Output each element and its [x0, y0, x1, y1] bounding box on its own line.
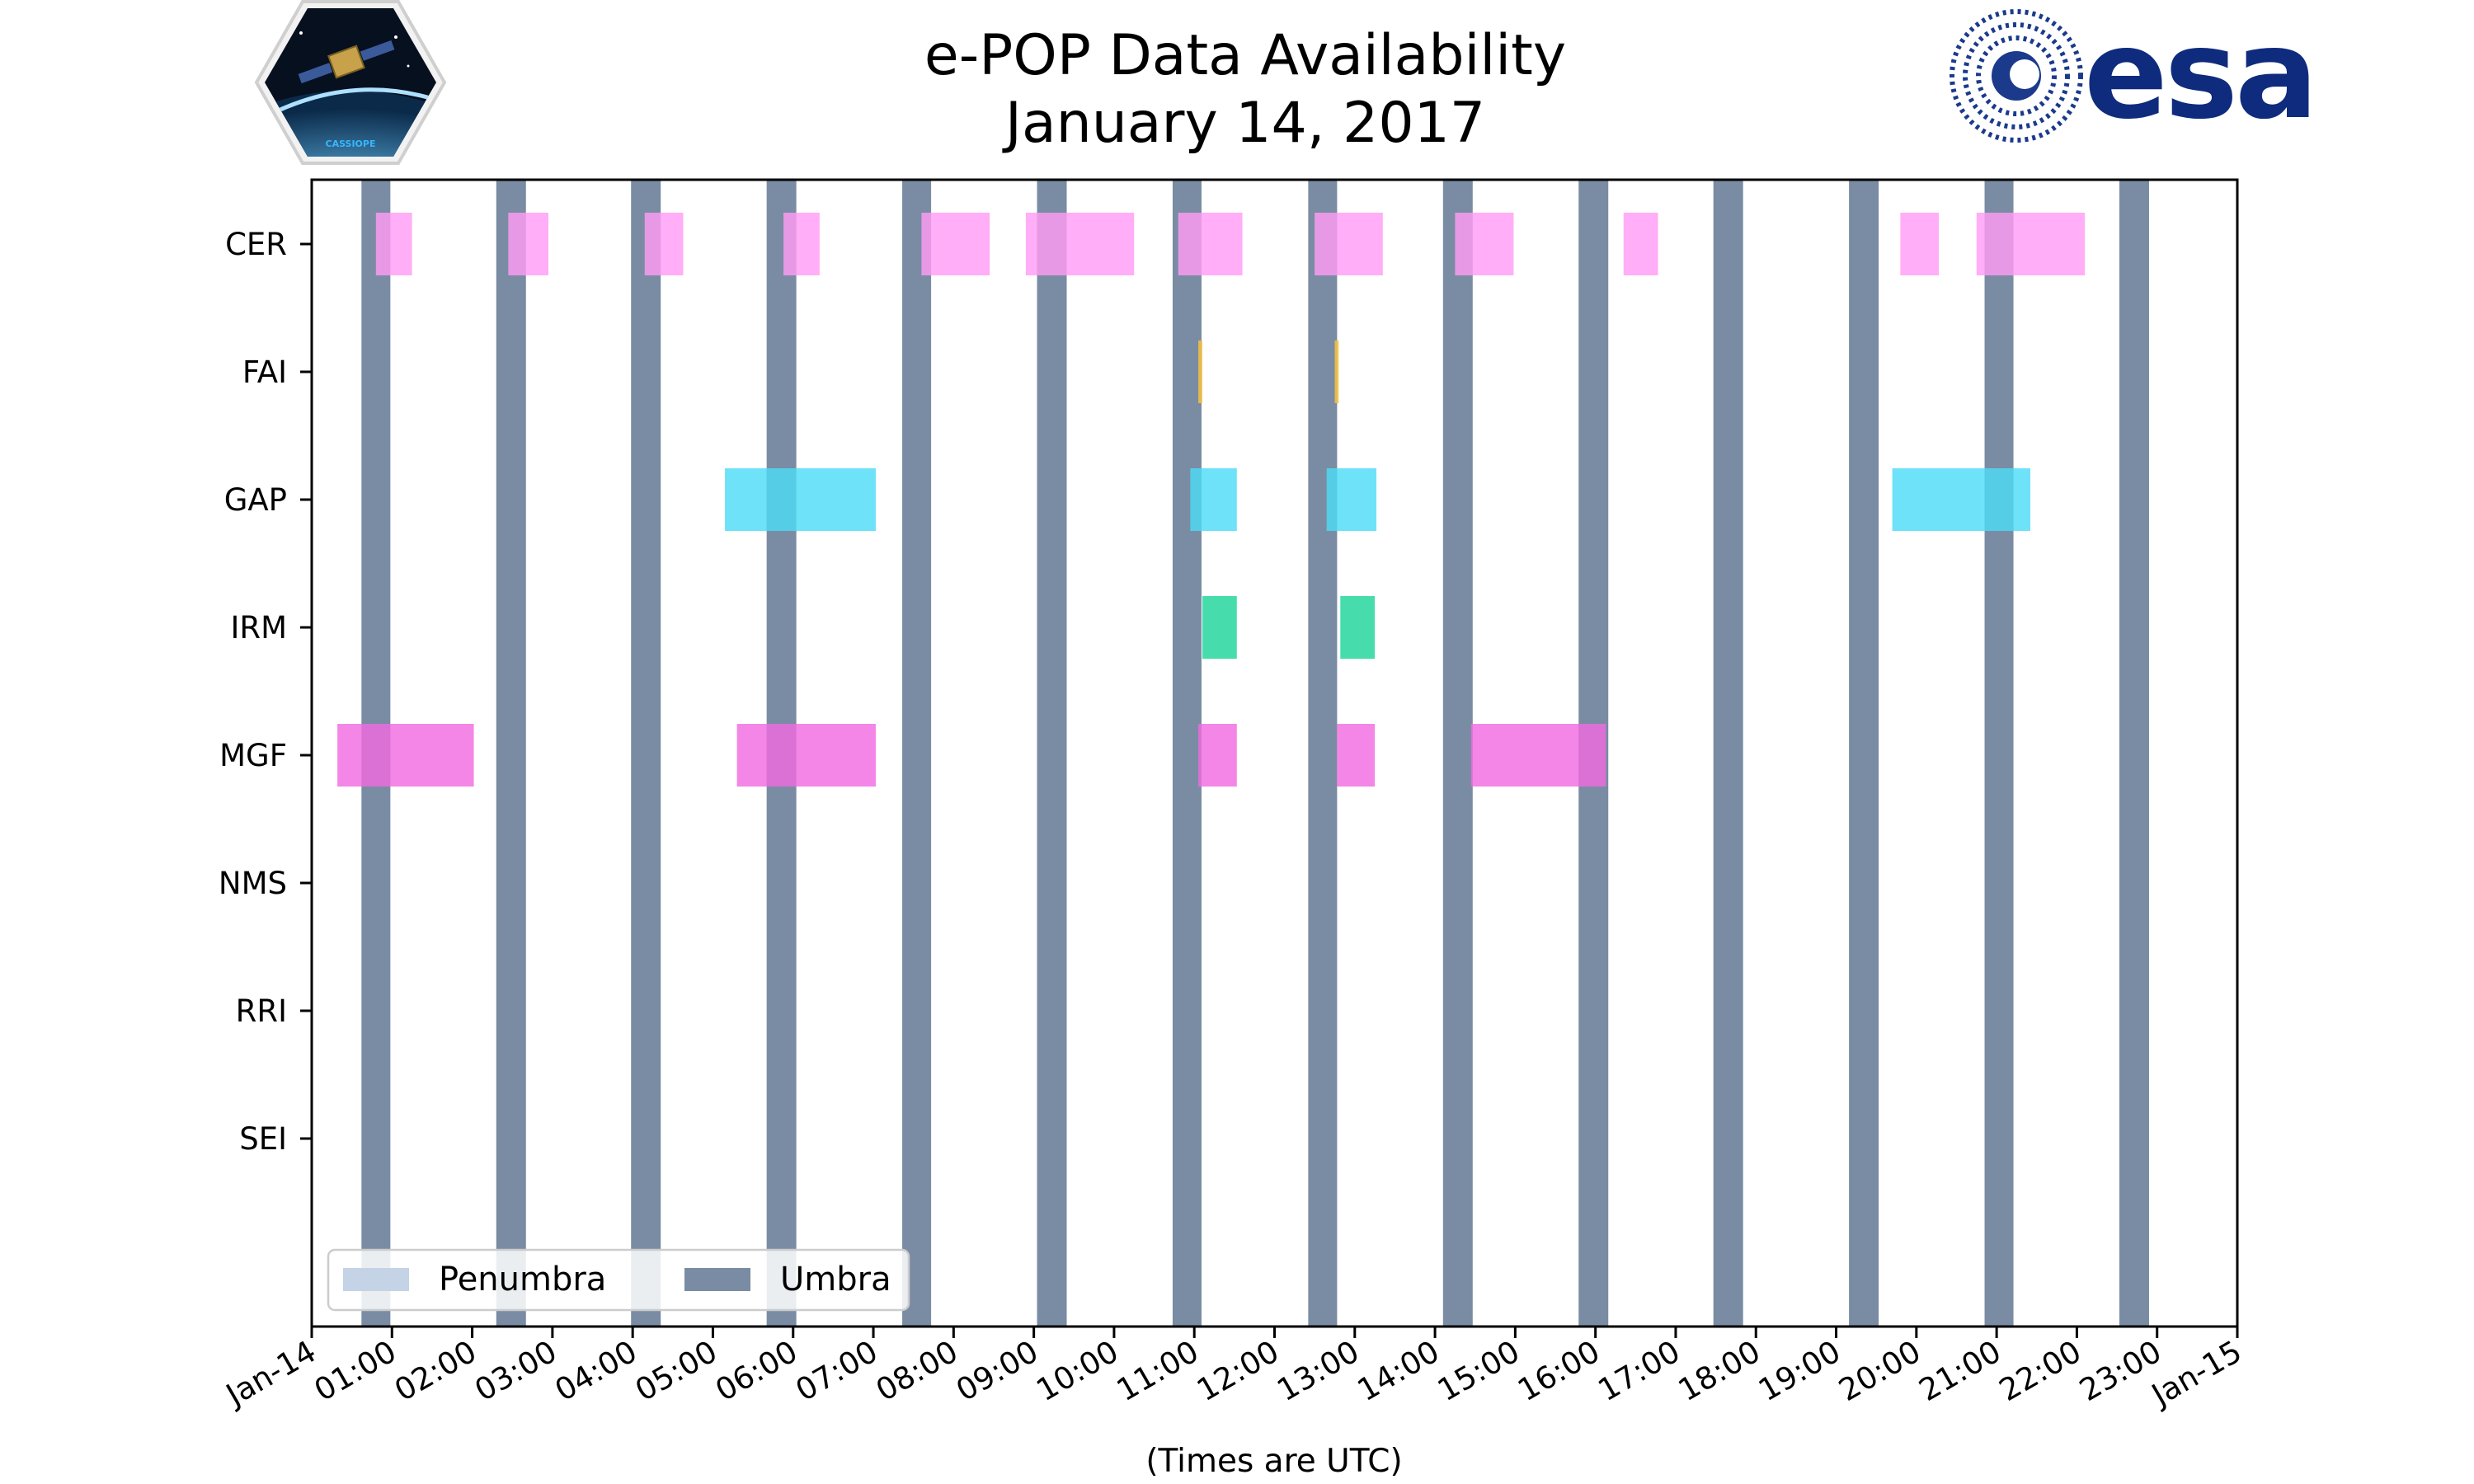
- x-tick-label-16: 16:00: [1512, 1334, 1606, 1409]
- x-tick-label-9: 09:00: [950, 1334, 1044, 1409]
- umbra-band-8: [1442, 180, 1473, 1327]
- bar-gap-0: [725, 468, 876, 531]
- bar-fai-1: [1334, 340, 1339, 403]
- legend-swatch-penumbra: [343, 1268, 409, 1291]
- bar-irm-1: [1340, 596, 1376, 659]
- umbra-band-1: [496, 180, 526, 1327]
- x-tick-label-2: 02:00: [388, 1334, 482, 1409]
- bar-cer-4: [921, 213, 990, 275]
- x-tick-label-14: 14:00: [1352, 1334, 1446, 1409]
- x-tick-label-11: 11:00: [1111, 1334, 1205, 1409]
- umbra-band-10: [1713, 180, 1743, 1327]
- umbra-layer: [361, 180, 2149, 1327]
- y-tick-label-fai: FAI: [242, 355, 287, 390]
- bar-gap-3: [1892, 468, 2030, 531]
- x-tick-label-13: 13:00: [1271, 1334, 1365, 1409]
- legend-swatch-umbra: [684, 1268, 750, 1291]
- esa-wordmark: esa: [2084, 3, 2315, 147]
- bar-cer-11: [1976, 213, 2086, 275]
- x-tick-label-20: 20:00: [1832, 1334, 1926, 1409]
- x-tick-label-7: 07:00: [790, 1334, 884, 1409]
- umbra-band-11: [1849, 180, 1879, 1327]
- bar-cer-6: [1178, 213, 1243, 275]
- x-tick-label-12: 12:00: [1191, 1334, 1285, 1409]
- bar-cer-2: [644, 213, 684, 275]
- bar-mgf-1: [736, 724, 876, 787]
- umbra-band-12: [1984, 180, 2014, 1327]
- x-tick-label-6: 06:00: [709, 1334, 803, 1409]
- y-tick-label-rri: RRI: [236, 993, 287, 1029]
- x-axis: Jan-1401:0002:0003:0004:0005:0006:0007:0…: [219, 1327, 2248, 1414]
- bar-irm-0: [1202, 596, 1237, 659]
- instrument-bars: [337, 213, 2086, 787]
- x-tick-label-8: 08:00: [870, 1334, 964, 1409]
- y-tick-label-irm: IRM: [230, 610, 287, 646]
- legend: Penumbra Umbra: [327, 1248, 910, 1312]
- x-tick-label-3: 03:00: [469, 1334, 563, 1409]
- x-tick-label-18: 18:00: [1672, 1334, 1766, 1409]
- y-tick-label-nms: NMS: [219, 866, 287, 901]
- plot-frame: [310, 178, 2239, 1328]
- y-tick-label-mgf: MGF: [219, 738, 287, 773]
- x-tick-label-5: 05:00: [629, 1334, 723, 1409]
- umbra-band-2: [631, 180, 661, 1327]
- bar-fai-0: [1198, 340, 1202, 403]
- bar-mgf-2: [1198, 724, 1237, 787]
- legend-label-penumbra: Penumbra: [439, 1261, 606, 1298]
- x-tick-label-10: 10:00: [1031, 1334, 1125, 1409]
- bar-cer-9: [1623, 213, 1658, 275]
- legend-box: [327, 1248, 910, 1312]
- y-axis: CER FAI GAP IRM MGF NMS RRI SEI: [219, 227, 312, 1157]
- bar-cer-8: [1455, 213, 1514, 275]
- x-tick-label-19: 19:00: [1752, 1334, 1846, 1409]
- umbra-band-7: [1308, 180, 1338, 1327]
- esa-swirl-icon: [1950, 9, 2083, 143]
- bar-cer-1: [508, 213, 549, 275]
- legend-label-umbra: Umbra: [780, 1261, 891, 1298]
- bar-gap-2: [1326, 468, 1377, 531]
- x-tick-label-22: 22:00: [1993, 1334, 2087, 1409]
- umbra-band-6: [1172, 180, 1202, 1327]
- bar-mgf-4: [1470, 724, 1606, 787]
- chart-subtitle: January 14, 2017: [1002, 91, 1485, 156]
- bar-mgf-0: [337, 724, 474, 787]
- satellite-icon: [298, 40, 395, 84]
- plot-area: CER FAI GAP IRM MGF NMS RRI SEI Jan-1401:0002:0…: [219, 178, 2248, 1414]
- chart-title: e-POP Data Availability: [924, 23, 1566, 88]
- x-tick-label-1: 01:00: [308, 1334, 402, 1409]
- x-tick-label-24: Jan-15: [2145, 1334, 2248, 1414]
- x-tick-label-0: Jan-14: [219, 1334, 322, 1414]
- x-tick-label-15: 15:00: [1432, 1334, 1526, 1409]
- bar-cer-3: [783, 213, 820, 275]
- x-tick-label-17: 17:00: [1592, 1334, 1686, 1409]
- bar-gap-1: [1190, 468, 1237, 531]
- y-tick-label-cer: CER: [225, 227, 287, 262]
- umbra-band-13: [2119, 180, 2149, 1327]
- esa-logo: esa: [1950, 3, 2318, 147]
- bar-mgf-3: [1337, 724, 1376, 787]
- x-axis-label: (Times are UTC): [1145, 1443, 1402, 1480]
- x-tick-label-23: 23:00: [2073, 1334, 2167, 1409]
- umbra-band-5: [1037, 180, 1067, 1327]
- y-tick-label-sei: SEI: [239, 1121, 287, 1157]
- x-tick-label-4: 04:00: [549, 1334, 643, 1409]
- x-tick-label-21: 21:00: [1913, 1334, 2007, 1409]
- bar-cer-0: [375, 213, 412, 275]
- bar-cer-10: [1900, 213, 1940, 275]
- y-tick-label-gap: GAP: [224, 482, 287, 518]
- umbra-band-4: [902, 180, 932, 1327]
- cassiope-badge-text: CASSIOPE: [326, 139, 376, 149]
- bar-cer-5: [1025, 213, 1135, 275]
- bar-cer-7: [1315, 213, 1383, 275]
